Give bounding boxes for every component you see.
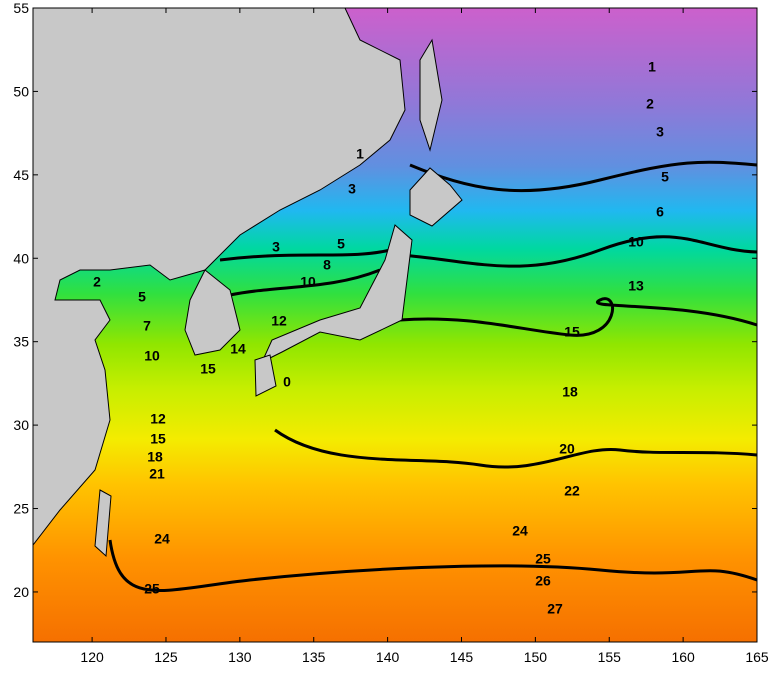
x-tick-label: 165 [745, 649, 769, 665]
contour-label: 22 [564, 483, 580, 499]
honshu [260, 224, 413, 364]
contour-label: 21 [149, 466, 165, 482]
contour-label: 10 [300, 274, 316, 290]
y-tick-label: 40 [13, 250, 29, 266]
contour-line [409, 160, 758, 193]
korea [184, 269, 241, 356]
contour-label: 13 [628, 278, 644, 294]
contour-label: 8 [323, 257, 331, 273]
contour-label: 6 [656, 204, 664, 220]
contour-label: 15 [150, 431, 166, 447]
contour-line [229, 268, 381, 297]
contour-label: 5 [138, 289, 146, 305]
x-tick-label: 120 [80, 649, 104, 665]
contour-label: 1 [356, 146, 364, 162]
contour-label: 18 [562, 384, 578, 400]
contour-label: 5 [337, 236, 345, 252]
contour-label: 20 [559, 441, 575, 457]
hokkaido [409, 167, 463, 227]
contour-line [219, 248, 391, 262]
y-tick-label: 35 [13, 334, 29, 350]
x-tick-label: 155 [598, 649, 622, 665]
y-tick-label: 30 [13, 417, 29, 433]
contour-line [399, 297, 758, 337]
contour-label: 3 [348, 181, 356, 197]
contour-label: 2 [646, 96, 654, 112]
contour-label: 1 [648, 59, 656, 75]
y-tick-label: 25 [13, 501, 29, 517]
continent [32, 7, 406, 547]
contour-label: 24 [154, 531, 170, 547]
x-tick-label: 130 [228, 649, 252, 665]
kyushu [254, 354, 277, 397]
contour-label: 14 [230, 341, 246, 357]
contour-line [108, 539, 758, 592]
y-tick-label: 50 [13, 83, 29, 99]
contour-label: 25 [144, 581, 160, 597]
contour-label: 0 [283, 374, 291, 390]
contour-label: 12 [150, 411, 166, 427]
y-tick-label: 45 [13, 167, 29, 183]
contour-label: 27 [547, 601, 563, 617]
contour-label: 12 [271, 313, 287, 329]
contour-label: 2 [93, 274, 101, 290]
contour-label: 3 [656, 124, 664, 140]
contour-label: 15 [200, 361, 216, 377]
sakhalin [419, 38, 443, 152]
contour-label: 5 [661, 169, 669, 185]
y-tick-label: 20 [13, 584, 29, 600]
contour-label: 10 [628, 234, 644, 250]
contour-label: 10 [144, 348, 160, 364]
contour-label: 15 [564, 324, 580, 340]
x-tick-label: 160 [671, 649, 695, 665]
contour-label: 26 [535, 573, 551, 589]
contour-label: 18 [147, 449, 163, 465]
contour-label: 3 [272, 239, 280, 255]
x-tick-label: 140 [376, 649, 400, 665]
x-tick-label: 145 [450, 649, 474, 665]
contour-line [399, 235, 758, 268]
x-tick-label: 150 [524, 649, 548, 665]
plot-frame [32, 7, 758, 643]
y-tick-label: 55 [13, 0, 29, 16]
major-contours [108, 160, 758, 592]
land [32, 7, 463, 558]
x-tick-label: 135 [302, 649, 326, 665]
contour-label: 25 [535, 551, 551, 567]
taiwan [94, 489, 112, 558]
contour-label: 7 [143, 318, 151, 334]
contour-line [274, 428, 758, 469]
contour-label: 24 [512, 523, 528, 539]
x-tick-label: 125 [154, 649, 178, 665]
